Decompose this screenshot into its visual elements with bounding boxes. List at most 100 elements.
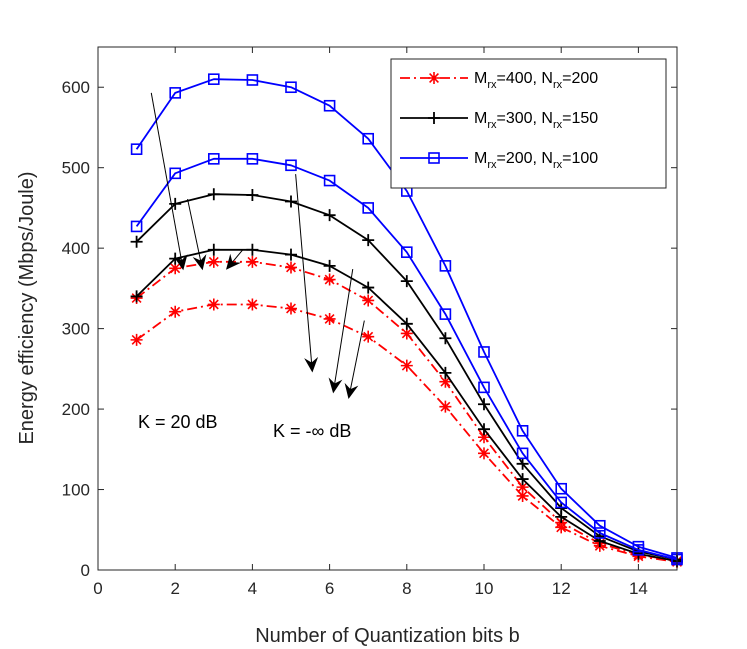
series-2-point (285, 81, 297, 94)
series-1-point (323, 259, 336, 272)
series-1-point (323, 209, 336, 222)
series-2-point-shape (246, 74, 259, 86)
series-2-point (632, 544, 645, 556)
legend: Mrx=400, Nrx=200 Mrx=300, Nrx=150 Mrx=200,… (390, 58, 667, 189)
series-0-point-shape (207, 255, 220, 268)
series-0-point (400, 327, 413, 340)
legend-marker-2-shape (428, 152, 440, 164)
series-1-point-shape (323, 209, 336, 222)
series-0-point (246, 298, 259, 311)
legend-marker-0-shape (428, 72, 440, 84)
series-2-point-shape (362, 202, 375, 214)
x-tick-label: 10 (475, 579, 494, 598)
series-0-point-shape (169, 305, 182, 318)
y-tick-label: 400 (62, 239, 90, 258)
x-tick-label: 8 (402, 579, 411, 598)
series-0-point-shape (323, 273, 336, 286)
series-2-point-shape (208, 73, 220, 85)
series-1-point (362, 281, 375, 294)
series-1-point (285, 248, 297, 261)
series-2-point (285, 159, 297, 172)
series-1-point (246, 243, 259, 256)
series-2-point (593, 519, 606, 532)
series-2-line-1 (135, 157, 678, 561)
y-tick-label: 200 (62, 400, 90, 419)
series-1-point (207, 188, 220, 201)
series-0-point (130, 333, 143, 346)
series-2-point-shape (400, 246, 413, 258)
annotation-k-20db: K = 20 dB (138, 412, 218, 432)
series-1-point (516, 473, 529, 486)
legend-marker-2 (428, 152, 440, 164)
legend-text-part: M (474, 70, 487, 87)
series-0-point (246, 255, 259, 268)
series-1-point (439, 332, 452, 345)
series-1-point (555, 510, 568, 523)
series-0-point-shape (439, 375, 452, 388)
series-0-point-shape (207, 298, 220, 311)
series-2-point-shape (593, 527, 606, 539)
series-2-point-shape (285, 159, 297, 172)
series-0-point-shape (246, 255, 259, 268)
legend-item-2: Mrx=200, Nrx=100 (400, 150, 598, 171)
series-2-point-shape (130, 143, 143, 155)
series-2-point (208, 153, 220, 165)
series-0-point (169, 305, 182, 318)
series-0-point-shape (285, 302, 297, 315)
series-1-point-shape (439, 366, 452, 379)
series-1-point-shape (478, 423, 490, 436)
series-0-point-shape (516, 489, 529, 502)
series-1-point (362, 234, 375, 247)
x-tick-label: 6 (325, 579, 334, 598)
series-1-point (246, 189, 259, 202)
x-tick-label: 4 (248, 579, 257, 598)
legend-text-part: =150 (562, 110, 598, 127)
series-2-point (516, 447, 529, 460)
legend-subscript: rx (553, 159, 563, 171)
series-2-point (246, 153, 259, 165)
series-1-point-shape (400, 275, 413, 288)
y-tick-label: 600 (62, 78, 90, 97)
legend-marker-0 (428, 72, 440, 84)
legend-subscript: rx (553, 79, 563, 91)
series-0-point (478, 431, 490, 444)
legend-subscript: rx (487, 159, 497, 171)
legend-text-part: M (474, 150, 487, 167)
series-0-point (516, 489, 529, 502)
annotation-arrows (150, 92, 365, 399)
series-1-point (400, 275, 413, 288)
series-2-point-shape (478, 346, 490, 358)
series-0-point-shape (285, 261, 297, 274)
legend-marker-1 (428, 112, 440, 124)
series-2-point (555, 496, 568, 509)
legend-item-0: Mrx=400, Nrx=200 (400, 70, 598, 91)
series-2-point (130, 220, 143, 233)
series-0-point-shape (130, 333, 143, 346)
series-1-point-shape (555, 510, 568, 523)
legend-item-1: Mrx=300, Nrx=150 (400, 110, 598, 131)
y-axis-label: Energy efficiency (Mbps/Joule) (16, 171, 38, 444)
series-2-point (478, 381, 490, 394)
legend-label-2: Mrx=200, Nrx=100 (474, 150, 598, 171)
annotation-arrow-0 (226, 249, 244, 270)
series-1-point (478, 423, 490, 436)
series-0-point (362, 330, 375, 343)
series-1-point (439, 366, 452, 379)
series-1-point-shape (246, 189, 259, 202)
series-2-point (208, 73, 220, 85)
annotation-arrow-1 (328, 268, 354, 394)
series-0-point (555, 521, 568, 534)
legend-text-part: =400, N (497, 70, 553, 87)
annotation-arrow-1 (344, 320, 365, 399)
series-1-point (593, 535, 606, 548)
annotation-arrow-0 (187, 198, 207, 271)
series-2-point-shape (478, 381, 490, 394)
series-2-point-shape (130, 220, 143, 233)
legend-subscript: rx (553, 119, 563, 131)
series-2-point-shape (208, 153, 220, 165)
series-1-point-shape (516, 473, 529, 486)
series-2-point-shape (169, 167, 181, 180)
y-tick-label: 300 (62, 320, 90, 339)
series-2-point (555, 482, 568, 495)
series-1-point-shape (285, 248, 297, 261)
